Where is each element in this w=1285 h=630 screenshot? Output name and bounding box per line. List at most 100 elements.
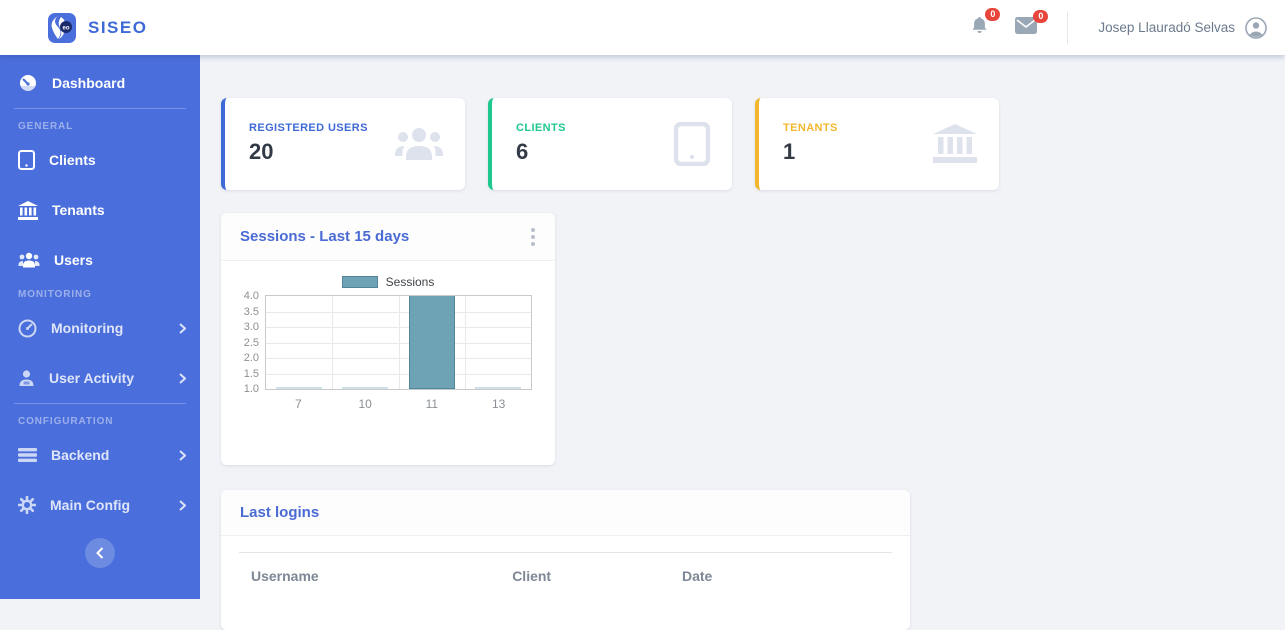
sidebar-section-configuration: CONFIGURATION	[18, 416, 114, 427]
chevron-left-icon	[96, 547, 104, 559]
app-header: eo SISEO 0 0 Josep Llauradó Selvas	[0, 0, 1285, 55]
tablet-icon	[18, 150, 35, 170]
stat-value: 20	[249, 139, 274, 164]
sidebar-item-label: Users	[54, 252, 93, 268]
x-tick-label: 13	[491, 397, 506, 411]
sidebar-item-tenants[interactable]: Tenants	[0, 185, 200, 235]
card-menu-button[interactable]	[527, 224, 539, 250]
column-header-client: Client	[512, 568, 552, 584]
bank-icon	[18, 200, 38, 220]
stats-row: REGISTERED USERS 20 CLIENTS 6 TENANTS 1	[221, 98, 1285, 190]
sidebar-item-label: Monitoring	[51, 320, 124, 336]
users-group-icon	[395, 128, 443, 160]
chart-bar	[474, 387, 521, 389]
y-tick-label: 1.5	[243, 367, 259, 380]
legend-label: Sessions	[385, 274, 435, 289]
y-tick-label: 2.0	[243, 352, 259, 364]
sidebar-item-clients[interactable]: Clients	[0, 135, 200, 185]
sessions-chart: Sessions 1.0 1.5 2.0 2.5 3.0 3.5 4.0 7 10 11 13	[221, 261, 555, 411]
sidebar-item-label: Main Config	[50, 497, 131, 513]
siseo-logo-icon: eo	[48, 12, 76, 43]
gridline	[398, 296, 400, 389]
gear-icon	[18, 496, 36, 514]
y-tick-label: 3.5	[243, 305, 259, 318]
chart-bar	[342, 387, 389, 389]
envelope-icon	[1015, 16, 1038, 34]
bell-icon	[972, 17, 987, 33]
last-logins-title: Last logins	[240, 504, 320, 521]
monitoring-gauge-icon	[18, 319, 37, 337]
sidebar-item-label: Clients	[49, 152, 96, 168]
column-header-username: Username	[251, 568, 319, 584]
sidebar-item-monitoring[interactable]: Monitoring	[0, 303, 200, 353]
sidebar-item-backend[interactable]: Backend	[0, 430, 200, 480]
notifications-button[interactable]: 0	[970, 8, 1001, 40]
chart-bar	[408, 296, 455, 389]
sidebar: Dashboard GENERAL Clients Tenants Us	[0, 55, 200, 599]
stat-value: 1	[783, 139, 796, 164]
sessions-card: Sessions - Last 15 days Sessions 1.0 1.5 2…	[221, 213, 555, 465]
sidebar-item-dashboard[interactable]: Dashboard	[0, 58, 200, 108]
last-logins-table: Username Client Date	[239, 552, 892, 594]
sessions-card-header: Sessions - Last 15 days	[221, 213, 555, 261]
user-activity-icon	[19, 369, 34, 386]
chart-bar	[276, 387, 323, 389]
main-content: REGISTERED USERS 20 CLIENTS 6 TENANTS 1	[200, 55, 1285, 630]
last-logins-card: Last logins Username Client Date	[221, 490, 910, 630]
stat-card-registered-users: REGISTERED USERS 20	[221, 98, 465, 190]
stat-label: TENANTS	[783, 122, 838, 134]
sidebar-item-label: User Activity	[49, 370, 135, 386]
x-tick-label: 11	[425, 397, 439, 411]
user-menu[interactable]: Josep Llauradó Selvas	[1098, 16, 1267, 39]
sidebar-item-user-activity[interactable]: User Activity	[0, 353, 200, 403]
sidebar-item-label: Backend	[51, 447, 110, 463]
stat-label: CLIENTS	[516, 122, 566, 134]
sidebar-collapse-button[interactable]	[85, 538, 115, 568]
sidebar-item-main-config[interactable]: Main Config	[0, 480, 200, 530]
stat-card-clients: CLIENTS 6	[488, 98, 732, 190]
stat-label: REGISTERED USERS	[249, 122, 368, 134]
table-header-row: Username Client Date	[239, 552, 892, 595]
x-tick-label: 10	[358, 397, 372, 411]
backend-list-icon	[18, 448, 37, 462]
header-divider	[1067, 11, 1069, 44]
messages-button[interactable]: 0	[1015, 9, 1049, 39]
chevron-right-icon	[179, 322, 186, 334]
sidebar-section-monitoring: MONITORING	[18, 289, 92, 300]
avatar-icon	[1245, 16, 1267, 39]
sidebar-section-general: GENERAL	[18, 121, 74, 132]
last-logins-header: Last logins	[221, 490, 910, 536]
tablet-icon	[674, 122, 710, 166]
x-tick-label: 7	[295, 397, 302, 411]
legend-swatch	[341, 275, 378, 288]
sidebar-item-label: Dashboard	[52, 75, 126, 91]
svg-text:eo: eo	[62, 25, 69, 31]
chevron-right-icon	[179, 372, 186, 384]
brand-name: SISEO	[88, 17, 148, 37]
sidebar-divider	[14, 403, 186, 404]
sessions-card-title: Sessions - Last 15 days	[240, 228, 410, 245]
users-icon	[18, 252, 40, 268]
y-tick-label: 1.0	[243, 383, 259, 395]
column-header-date: Date	[681, 568, 713, 584]
messages-badge: 0	[1033, 9, 1049, 23]
bank-icon	[933, 124, 977, 163]
y-tick-label: 2.5	[243, 336, 259, 349]
plot-area: 1.0 1.5 2.0 2.5 3.0 3.5 4.0 7 10 11 13	[244, 290, 532, 411]
chevron-right-icon	[179, 449, 186, 461]
sidebar-item-users[interactable]: Users	[0, 235, 200, 285]
brand[interactable]: eo SISEO	[48, 12, 148, 43]
notifications-badge: 0	[985, 8, 1001, 21]
stat-card-tenants: TENANTS 1	[755, 98, 999, 190]
dashboard-icon	[20, 75, 36, 92]
sidebar-item-label: Tenants	[52, 202, 105, 218]
gridline	[464, 296, 466, 389]
chevron-right-icon	[179, 499, 186, 511]
chart-legend: Sessions	[221, 274, 555, 289]
y-tick-label: 4.0	[243, 290, 259, 302]
sidebar-divider	[14, 108, 186, 109]
gridline	[332, 296, 334, 389]
user-name: Josep Llauradó Selvas	[1098, 20, 1235, 35]
y-tick-label: 3.0	[243, 321, 259, 333]
stat-value: 6	[516, 139, 529, 164]
